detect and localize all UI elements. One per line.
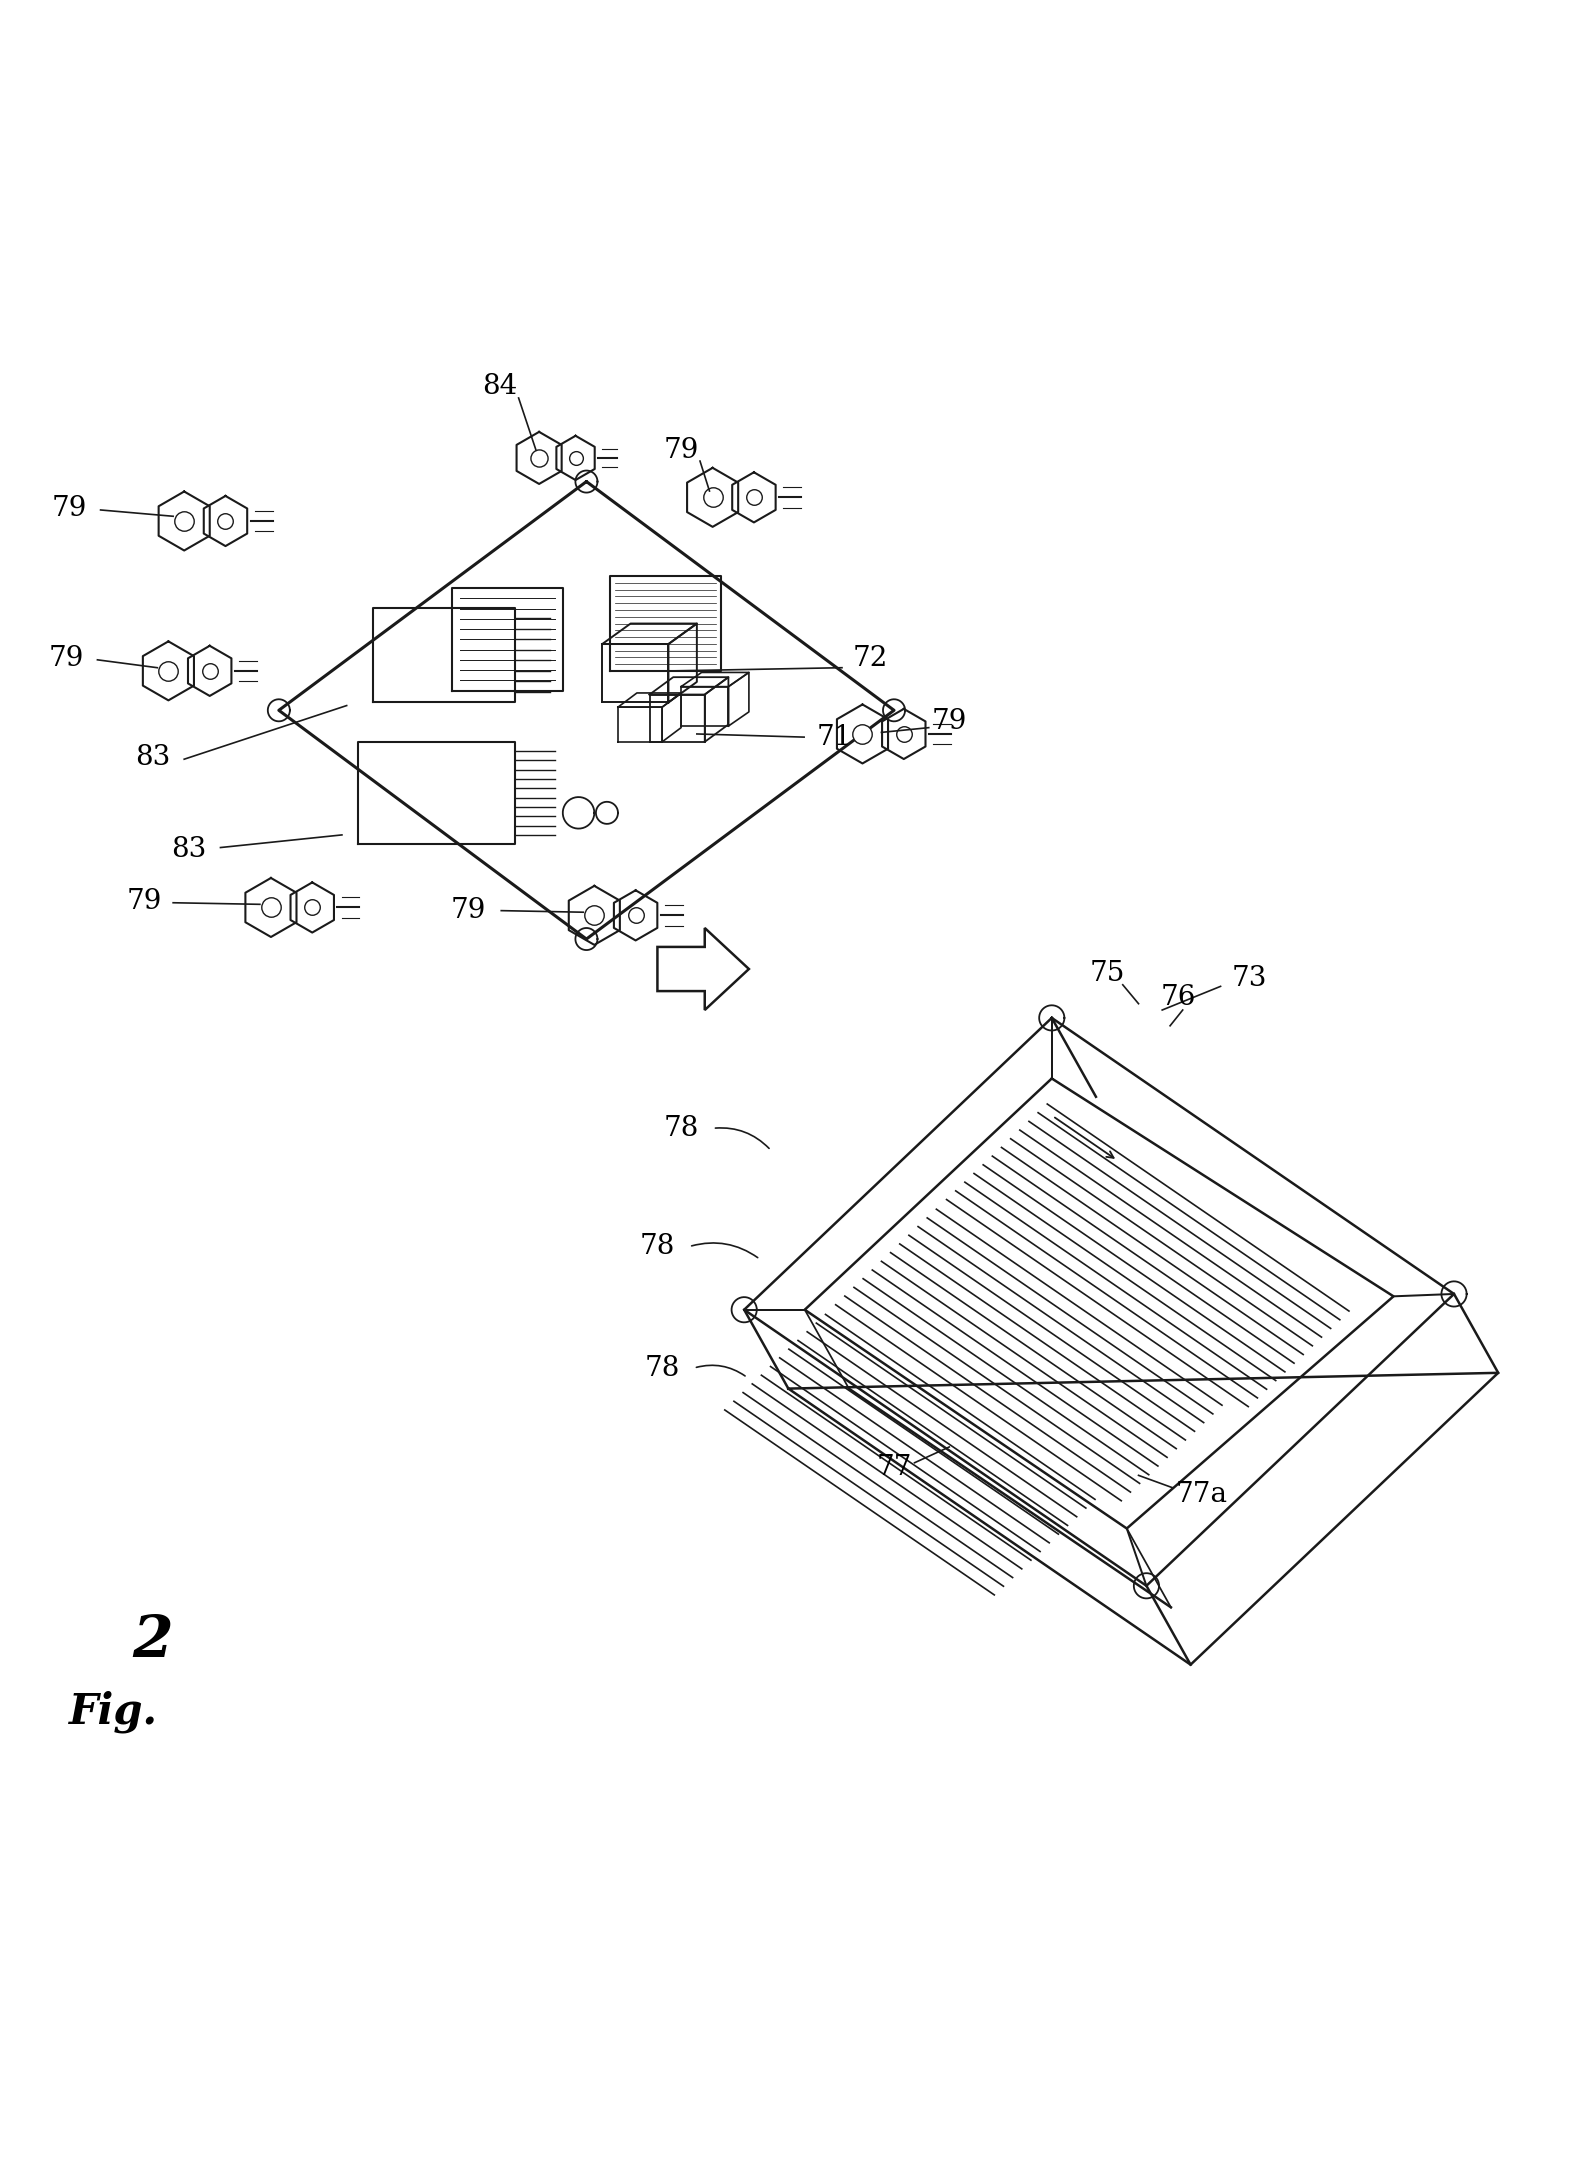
Text: 76: 76 [1160, 984, 1195, 1012]
Text: 83: 83 [171, 837, 206, 863]
Text: 79: 79 [451, 897, 486, 923]
Text: 72: 72 [853, 644, 888, 672]
Text: 79: 79 [663, 437, 698, 463]
Text: 79: 79 [47, 644, 84, 672]
Text: 79: 79 [51, 495, 87, 521]
Text: 73: 73 [1232, 964, 1266, 992]
Text: 71: 71 [817, 724, 852, 750]
Text: 78: 78 [640, 1232, 674, 1260]
Text: 2: 2 [133, 1613, 173, 1669]
Text: 79: 79 [127, 889, 163, 915]
Text: 77: 77 [877, 1455, 912, 1481]
Text: 77a: 77a [1176, 1481, 1228, 1507]
Polygon shape [657, 927, 749, 1010]
Text: 84: 84 [483, 374, 518, 400]
Text: 83: 83 [135, 744, 171, 772]
Text: 75: 75 [1089, 960, 1124, 988]
Text: 78: 78 [663, 1116, 698, 1142]
Text: 79: 79 [931, 707, 967, 735]
Text: 78: 78 [644, 1356, 679, 1382]
Text: Fig.: Fig. [68, 1691, 158, 1734]
